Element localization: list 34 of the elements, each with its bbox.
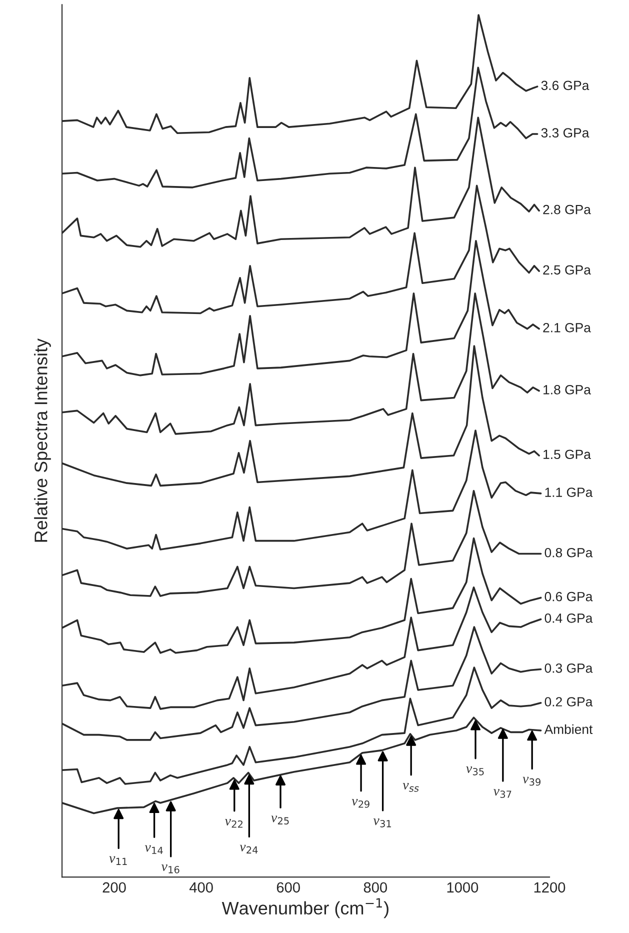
series-label: 1.8 GPa bbox=[544, 385, 591, 394]
annotation: v$_{35}$ bbox=[466, 766, 484, 776]
series-label: 1.1 GPa bbox=[545, 488, 593, 497]
x-tick-label: 1000 bbox=[447, 882, 478, 893]
x-tick-label: 800 bbox=[364, 882, 387, 893]
annotation: v$_{37}$ bbox=[494, 789, 512, 798]
annotation: v$_{29}$ bbox=[352, 799, 370, 808]
series-label: 3.3 GPa bbox=[541, 128, 590, 138]
series-label: 0.3 GPa bbox=[544, 663, 593, 673]
annotation: v$_{25}$ bbox=[271, 816, 289, 824]
series-label: 2.5 GPa bbox=[543, 265, 591, 275]
series-label: 0.6 GPa bbox=[544, 592, 593, 602]
series-label: 2.8 GPa bbox=[543, 204, 591, 214]
y-axis-title: Relative Spectra Intensity bbox=[34, 338, 51, 542]
series-label: Ambient bbox=[544, 724, 593, 734]
annotation: v$_{ss}$ bbox=[402, 783, 419, 792]
series-label: 0.8 GPa bbox=[544, 548, 593, 558]
x-tick-label: 200 bbox=[102, 882, 126, 893]
annotation: v$_{14}$ bbox=[144, 845, 163, 854]
annotation: v$_{39}$ bbox=[522, 776, 540, 786]
x-tick-label: 400 bbox=[189, 882, 213, 893]
x-axis-title: Wavenumber (cm$^{−1}$) bbox=[222, 898, 388, 918]
series-label: 2.1 GPa bbox=[543, 322, 591, 332]
x-tick-label: 600 bbox=[276, 882, 300, 893]
series-label: 3.6 GPa bbox=[541, 80, 590, 90]
annotation: v$_{31}$ bbox=[373, 818, 391, 828]
annotation: v$_{11}$ bbox=[109, 856, 127, 865]
series-label: 1.5 GPa bbox=[544, 450, 591, 460]
annotation: v$_{22}$ bbox=[224, 819, 242, 828]
series-label: 0.4 GPa bbox=[544, 613, 593, 623]
annotation: v$_{16}$ bbox=[161, 864, 180, 874]
x-tick-label: 1200 bbox=[534, 882, 566, 893]
series-label: 0.2 GPa bbox=[544, 697, 593, 706]
annotation: v$_{24}$ bbox=[240, 844, 258, 854]
